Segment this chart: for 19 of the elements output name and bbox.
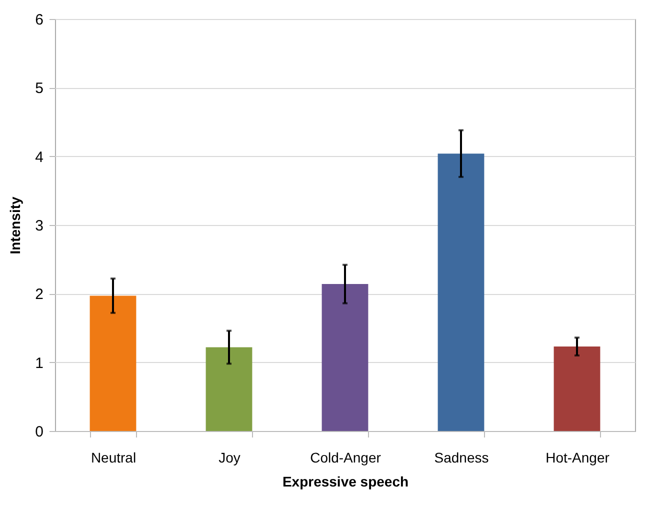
bar (438, 154, 484, 431)
y-tick-label: 5 (35, 80, 44, 98)
x-tick-label: Cold-Anger (310, 450, 382, 466)
y-tick-label: 2 (35, 286, 44, 304)
x-tick-label: Neutral (90, 450, 136, 466)
y-tick-label: 6 (35, 12, 44, 28)
y-tick-label: 3 (35, 218, 44, 234)
x-tick-label: Sadness (434, 450, 489, 466)
y-tick-label: 1 (35, 354, 44, 372)
y-axis-title: Intensity (7, 196, 24, 254)
y-tick-label: 4 (35, 148, 44, 166)
x-tick-label: Hot-Anger (546, 450, 610, 466)
bar (206, 347, 252, 431)
x-tick-label: Joy (218, 450, 240, 466)
x-axis-title: Expressive speech (282, 474, 409, 490)
y-tick-label: 0 (35, 424, 44, 440)
bar (554, 346, 600, 431)
bar (90, 296, 136, 431)
bar (322, 284, 368, 431)
